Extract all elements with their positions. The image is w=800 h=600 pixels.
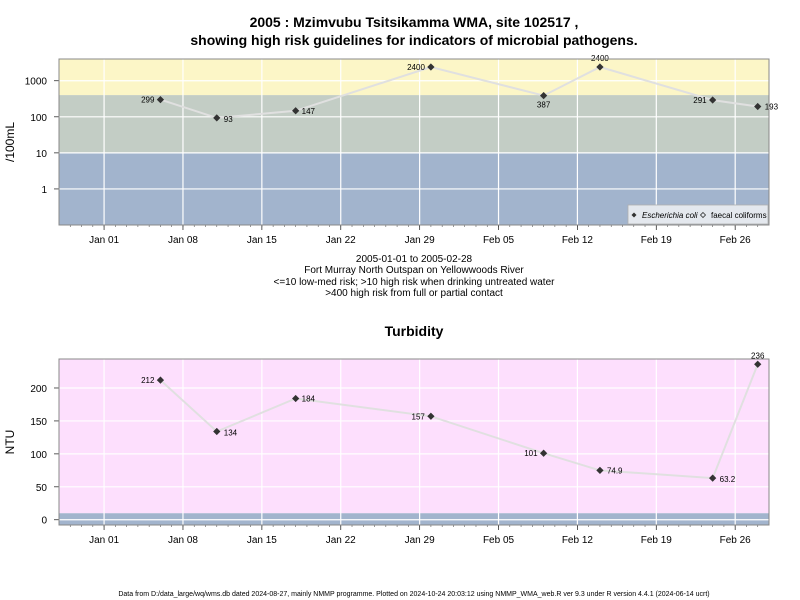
c2-series-line-0	[159, 363, 759, 480]
c2-point-2	[292, 394, 300, 403]
c2-x-tick-label-6: Feb 12	[562, 535, 594, 546]
c2-data-label-0: 212	[141, 376, 155, 385]
c2-data-label-4: 101	[524, 449, 538, 458]
legend-label-faecal-coliforms: faecal coliforms	[711, 211, 767, 220]
c2-point-3	[427, 412, 435, 420]
chart1-subtitle: showing high risk guidelines for indicat…	[190, 32, 637, 48]
c1-series-line-0	[160, 65, 758, 119]
c2-point-5	[596, 466, 604, 475]
c1-data-label-0: 299	[141, 96, 155, 105]
c1-point-0	[156, 96, 165, 104]
c1-data-label-1: 93	[224, 115, 233, 124]
c1-point-5	[596, 63, 604, 71]
c1-band-2	[59, 59, 769, 96]
c2-x-tick-label-5: Feb 05	[483, 535, 515, 546]
chart2-x-axis: Jan 01 Jan 08 Jan 15 Jan 22 Jan 29 Feb 05 Feb …	[69, 525, 759, 546]
chart2-data-labels: 212 134 184 157 101 74.9 63.2 236	[141, 351, 765, 484]
c1-x-tick-label-0: Jan 01	[89, 235, 119, 246]
chart1-note-3: <=10 low-med risk; >10 high risk when dr…	[274, 277, 556, 288]
c1-x-tick-label-1: Jan 08	[168, 235, 198, 246]
c2-point-4	[539, 449, 548, 457]
c1-x-tick-label-7: Feb 19	[641, 235, 673, 246]
c1-point-1	[213, 114, 221, 122]
c2-point-6	[709, 474, 717, 482]
c1-y-tick-label-2: 100	[30, 113, 47, 124]
chart2-y-label: NTU	[3, 430, 17, 455]
chart2-gridlines	[59, 359, 769, 525]
c2-x-tick-label-1: Jan 08	[168, 535, 198, 546]
c1-x-tick-label-6: Feb 12	[562, 235, 594, 246]
c2-x-tick-label-2: Jan 15	[247, 535, 277, 546]
legend-label-e-coli: Escherichia coli	[642, 211, 698, 220]
chart1-points	[156, 63, 762, 122]
chart2-plot-frame	[58, 358, 770, 526]
c2-y-tick-label-0: 0	[41, 516, 47, 527]
chart2-points	[156, 360, 762, 482]
legend-box	[627, 204, 769, 225]
c2-x-tick-label-3: Jan 22	[326, 535, 356, 546]
c1-point-7	[754, 102, 762, 111]
chart1-y-axis: 1 10 100 1000	[25, 77, 59, 196]
c1-data-label-3: 2400	[407, 63, 425, 72]
footer-note: Data from D:/data_large/wq/wms.db dated …	[118, 591, 709, 598]
c2-x-tick-label-7: Feb 19	[641, 535, 673, 546]
c2-data-label-1: 134	[224, 428, 238, 437]
c2-x-tick-label-8: Feb 26	[720, 535, 752, 546]
c1-data-label-7: 193	[765, 102, 779, 111]
c2-y-tick-label-4: 200	[30, 384, 47, 395]
c1-data-label-6: 291	[693, 96, 707, 105]
chart1-legend: Escherichia coli faecal coliforms	[627, 204, 769, 225]
legend-filled-diamond-icon	[631, 212, 637, 218]
c2-y-tick-label-3: 150	[30, 417, 47, 428]
c2-x-tick-label-4: Jan 29	[405, 535, 435, 546]
chart1-y-label: /100mL	[3, 122, 17, 162]
c2-y-tick-label-2: 100	[30, 450, 47, 461]
c2-band-0	[59, 513, 769, 525]
c2-band-1	[59, 359, 769, 514]
c1-y-tick-label-0: 1	[41, 185, 47, 196]
legend-open-diamond-icon	[699, 211, 707, 219]
chart1-note-2: Fort Murray North Outspan on Yellowwoods…	[304, 265, 524, 276]
chart1-note-4: >400 high risk from full or partial cont…	[325, 288, 503, 299]
c1-data-label-4: 387	[537, 101, 551, 110]
c1-y-tick-label-1: 10	[36, 149, 48, 160]
c1-x-tick-label-5: Feb 05	[483, 235, 515, 246]
chart1-series-line	[160, 65, 758, 119]
chart1-x-axis: Jan 01 Jan 08 Jan 15 Jan 22 Jan 29 Feb 05 Feb …	[69, 225, 759, 246]
c2-y-tick-label-1: 50	[36, 483, 48, 494]
chart2-y-axis: 0 50 100 150 200	[30, 384, 59, 527]
chart1-risk-bands	[59, 59, 769, 225]
chart2-title: Turbidity	[385, 323, 444, 339]
c2-data-label-2: 184	[302, 395, 316, 404]
c2-x-tick-label-0: Jan 01	[89, 535, 119, 546]
c2-data-label-5: 74.9	[607, 466, 623, 475]
c1-data-label-2: 147	[302, 107, 316, 116]
c2-data-label-7: 236	[751, 351, 765, 360]
c2-point-0	[156, 376, 165, 384]
c2-data-label-3: 157	[412, 412, 426, 421]
c2-point-7	[754, 360, 762, 368]
c1-y-tick-label-3: 1000	[25, 77, 48, 88]
chart2-bands	[59, 359, 769, 525]
chart2-series-line	[159, 363, 759, 480]
c1-x-tick-label-8: Feb 26	[720, 235, 752, 246]
c2-point-1	[213, 427, 221, 436]
c1-x-tick-label-2: Jan 15	[247, 235, 277, 246]
c1-band-1	[59, 95, 769, 153]
chart1-plot-frame	[58, 58, 770, 226]
c2-data-label-6: 63.2	[720, 475, 736, 484]
chart1-title: 2005 : Mzimvubu Tsitsikamma WMA, site 10…	[250, 14, 579, 30]
chart1-note-1: 2005-01-01 to 2005-02-28	[356, 254, 473, 265]
c1-point-3	[427, 63, 435, 71]
c1-point-6	[709, 96, 717, 104]
c1-x-tick-label-4: Jan 29	[405, 235, 435, 246]
chart1-gridlines	[59, 59, 769, 225]
c1-point-4	[539, 91, 548, 100]
c1-point-2	[292, 107, 300, 115]
c1-x-tick-label-3: Jan 22	[326, 235, 356, 246]
